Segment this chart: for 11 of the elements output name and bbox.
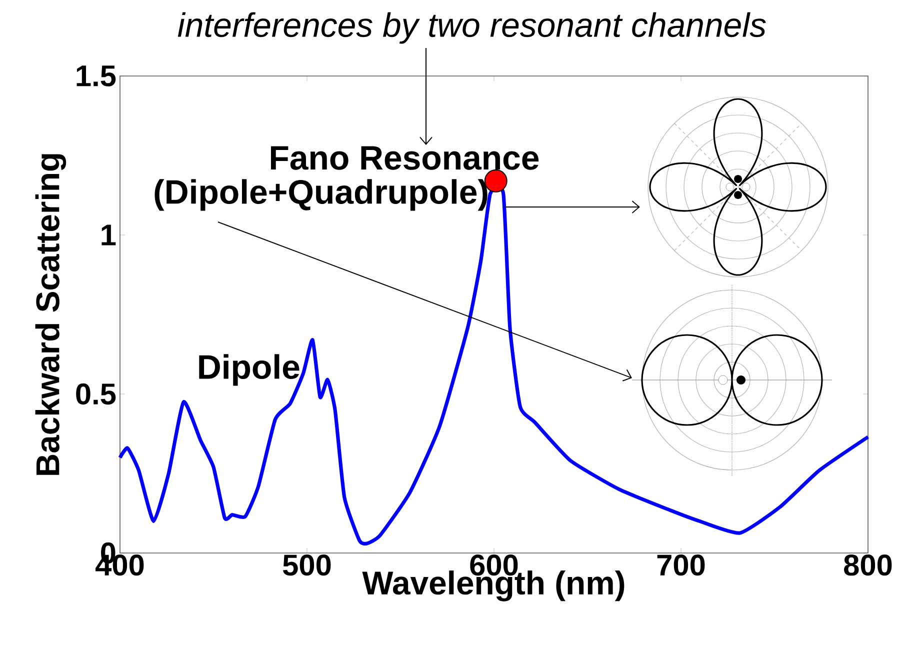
annotation: Fano Resonance — [270, 146, 539, 170]
y-tick-label: 0.5 — [76, 383, 116, 405]
chart-title: interferences by two resonant channels — [178, 12, 766, 44]
y-tick-label: 1.5 — [76, 66, 116, 86]
x-tick-label: 800 — [844, 554, 892, 576]
x-tick-label: 700 — [657, 554, 705, 576]
annotation: (Dipole+Quadrupole) — [154, 179, 488, 211]
y-axis-title: Backward Scattering — [35, 154, 66, 475]
x-tick-label: 500 — [282, 554, 331, 576]
annotation: Dipole — [199, 354, 300, 386]
y-tick-label: 1 — [102, 224, 116, 246]
